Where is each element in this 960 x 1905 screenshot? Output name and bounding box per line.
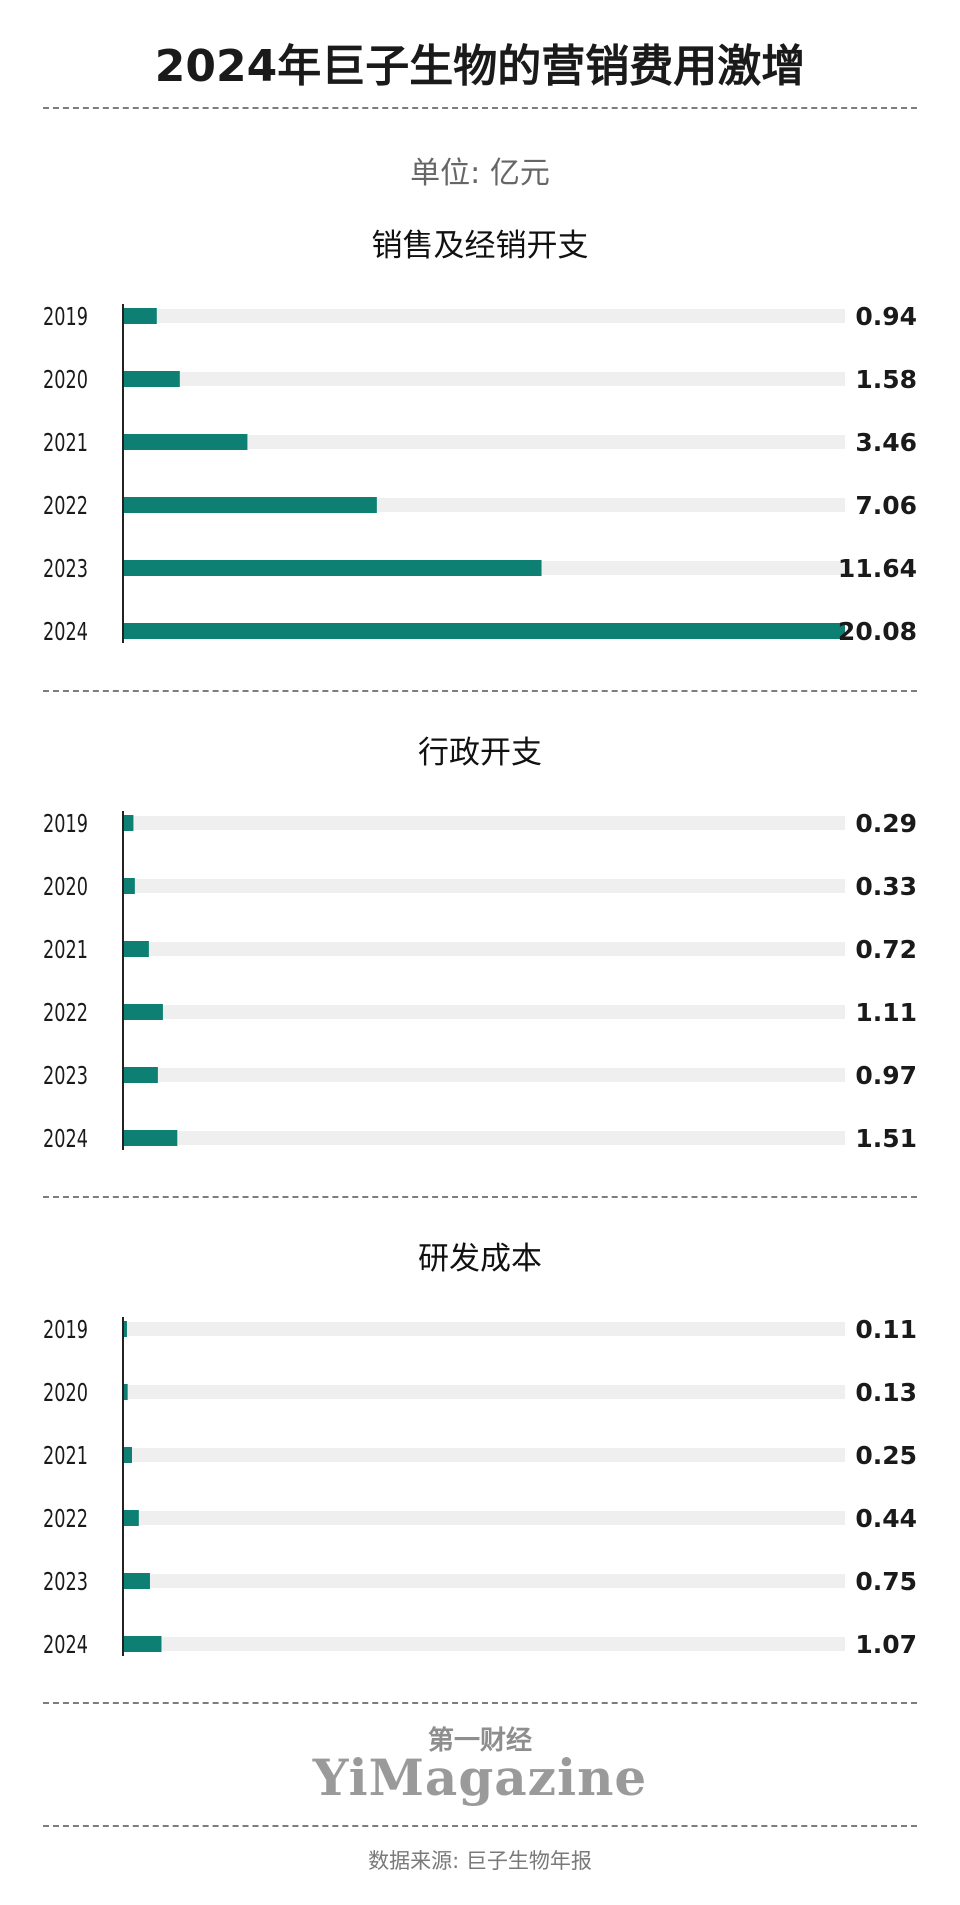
value-label: 0.33 [855, 872, 917, 901]
value-label: 1.51 [855, 1124, 917, 1153]
category-label: 2019 [43, 809, 88, 838]
value-label: 11.64 [838, 554, 917, 583]
bar-2024 [123, 1130, 178, 1146]
unit-label: 单位: 亿元 [410, 156, 550, 191]
bar-2021 [123, 434, 248, 450]
value-label: 1.07 [855, 1630, 917, 1659]
bar-2023 [123, 1573, 150, 1589]
category-label: 2023 [43, 1567, 88, 1596]
divider [43, 690, 917, 692]
chart-title-admin: 行政开支 [418, 735, 542, 771]
logo-text-en: YiMagazine [312, 1748, 648, 1807]
bar-2021 [123, 941, 149, 957]
bar-2023 [123, 560, 542, 576]
category-label: 2021 [43, 935, 88, 964]
divider [43, 1825, 917, 1827]
value-label: 1.58 [855, 365, 917, 394]
source-note: 数据来源: 巨子生物年报 [368, 1849, 592, 1873]
bar-chart-svg: 2019 0.29 2020 0.33 2021 0.72 2022 1.11 2023 0.97… [43, 809, 917, 1153]
bar-track [123, 372, 845, 386]
value-label: 0.11 [855, 1315, 917, 1344]
category-label: 2024 [43, 617, 88, 646]
bar-2024 [123, 623, 845, 639]
category-label: 2020 [43, 365, 88, 394]
value-label: 0.29 [855, 809, 917, 838]
category-label: 2020 [43, 872, 88, 901]
bar-track [123, 879, 845, 893]
bar-2019 [123, 308, 157, 324]
bar-track [123, 942, 845, 956]
bar-2022 [123, 497, 377, 513]
category-label: 2024 [43, 1124, 88, 1153]
bar-2020 [123, 878, 135, 894]
category-label: 2023 [43, 1061, 88, 1090]
divider [43, 1196, 917, 1198]
bar-chart-svg: 2019 0.11 2020 0.13 2021 0.25 2022 0.44 2023 0.75… [43, 1315, 917, 1659]
value-label: 0.72 [855, 935, 917, 964]
divider [43, 107, 917, 109]
category-label: 2021 [43, 1441, 88, 1470]
category-label: 2021 [43, 428, 88, 457]
bar-2023 [123, 1067, 158, 1083]
value-label: 0.13 [855, 1378, 917, 1407]
bar-track [123, 309, 845, 323]
value-label: 0.94 [855, 302, 917, 331]
logo-text-cn: 第一财经 [427, 1726, 532, 1756]
bar-track [123, 1131, 845, 1145]
bar-track [123, 1385, 845, 1399]
bar-track [123, 1448, 845, 1462]
bar-track [123, 816, 845, 830]
bar-2019 [123, 1321, 127, 1337]
rnd-cost-chart: 2019 0.11 2020 0.13 2021 0.25 2022 0.44 2023 0.75… [0, 1303, 960, 1663]
divider [43, 1702, 917, 1704]
bar-2024 [123, 1636, 162, 1652]
category-label: 2023 [43, 554, 88, 583]
bar-2020 [123, 371, 180, 387]
bar-2021 [123, 1447, 132, 1463]
category-label: 2022 [43, 491, 88, 520]
value-label: 20.08 [838, 617, 917, 646]
bar-2019 [123, 815, 134, 831]
value-label: 7.06 [855, 491, 917, 520]
bar-track [123, 1005, 845, 1019]
category-label: 2022 [43, 998, 88, 1027]
bar-track [123, 1322, 845, 1336]
bar-2022 [123, 1004, 163, 1020]
page-title: 2024年巨子生物的营销费用激增 [154, 41, 806, 92]
bar-track [123, 435, 845, 449]
value-label: 0.44 [855, 1504, 917, 1533]
category-label: 2024 [43, 1630, 88, 1659]
category-label: 2022 [43, 1504, 88, 1533]
bar-track [123, 1068, 845, 1082]
bar-chart-svg: 2019 0.94 2020 1.58 2021 3.46 2022 7.06 2023 11.6… [43, 302, 917, 646]
value-label: 3.46 [855, 428, 917, 457]
chart-title-sales: 销售及经销开支 [371, 228, 589, 264]
bar-track [123, 1637, 845, 1651]
value-label: 0.25 [855, 1441, 917, 1470]
value-label: 1.11 [855, 998, 917, 1027]
bar-track [123, 1574, 845, 1588]
bar-2022 [123, 1510, 139, 1526]
bar-2020 [123, 1384, 128, 1400]
chart-title-rnd: 研发成本 [418, 1241, 542, 1277]
category-label: 2019 [43, 1315, 88, 1344]
category-label: 2019 [43, 302, 88, 331]
bar-track [123, 1511, 845, 1525]
sales-expense-chart: 2019 0.94 2020 1.58 2021 3.46 2022 7.06 2023 11.6… [0, 290, 960, 650]
category-label: 2020 [43, 1378, 88, 1407]
value-label: 0.75 [855, 1567, 917, 1596]
admin-expense-chart: 2019 0.29 2020 0.33 2021 0.72 2022 1.11 2023 0.97… [0, 797, 960, 1157]
value-label: 0.97 [855, 1061, 917, 1090]
